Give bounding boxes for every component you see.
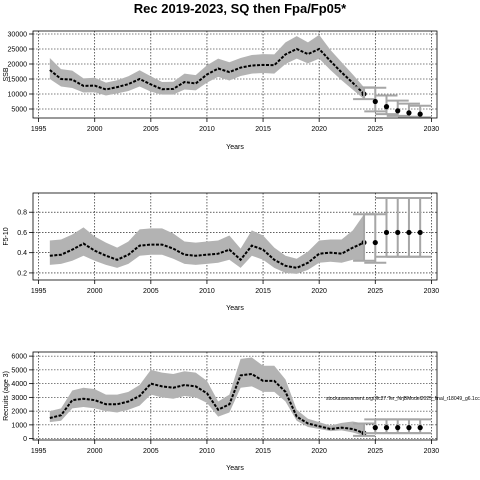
- projection-point: [417, 425, 423, 431]
- x-tick-label: 1995: [31, 448, 47, 455]
- y-tick-label: 0.6: [17, 230, 27, 237]
- y-tick-label: 15000: [8, 77, 28, 84]
- x-tick-label: 2015: [255, 288, 271, 295]
- x-tick-label: 2030: [424, 288, 440, 295]
- x-tick-label: 2005: [143, 448, 159, 455]
- confidence-band: [49, 357, 365, 436]
- projection-point: [372, 425, 378, 431]
- confidence-band: [49, 34, 365, 100]
- y-tick-label: 10000: [8, 92, 28, 99]
- projection-point: [395, 108, 401, 114]
- y-tick-label: 25000: [8, 47, 28, 54]
- x-axis-label: Years: [226, 305, 244, 312]
- y-tick-label: 0.4: [17, 250, 27, 257]
- projection-point: [406, 229, 412, 236]
- x-tick-label: 2010: [199, 288, 215, 295]
- median-line: [49, 241, 365, 269]
- x-tick-label: 2010: [199, 126, 215, 133]
- projection-point: [417, 111, 423, 117]
- x-tick-label: 2025: [367, 288, 383, 295]
- confidence-band: [49, 214, 365, 274]
- plot-frame: [32, 351, 438, 441]
- x-tick-label: 1995: [31, 126, 47, 133]
- y-tick-label: 1000: [11, 422, 27, 429]
- plot-frame: [32, 30, 438, 119]
- x-tick-label: 2020: [311, 288, 327, 295]
- y-tick-label: 30000: [8, 32, 28, 39]
- x-tick-label: 2020: [311, 126, 327, 133]
- projection-point: [395, 229, 401, 236]
- x-tick-label: 2030: [424, 126, 440, 133]
- y-axis-label: Recruits (age 3): [3, 371, 10, 421]
- median-line: [49, 372, 365, 435]
- chart-title: Rec 2019-2023, SQ then Fpa/Fp05*: [133, 1, 347, 16]
- x-tick-label: 2015: [255, 448, 271, 455]
- x-tick-label: 2005: [143, 126, 159, 133]
- projection-point: [383, 104, 390, 110]
- chart-panel-recruits: 1995 2000 2005 2010 2015 2020 2025 2030 0 1000 200…: [3, 351, 480, 472]
- x-tick-label: 2030: [424, 448, 440, 455]
- chart-panel-ssb: 1995 2000 2005 2010 2015 2020 2025 2030 5000 1000…: [3, 30, 440, 151]
- y-tick-label: 6000: [11, 354, 27, 361]
- y-tick-label: 2000: [11, 409, 27, 416]
- projection-point: [406, 425, 412, 431]
- y-tick-label: 0.2: [17, 270, 27, 277]
- projection-point: [406, 110, 412, 116]
- x-tick-label: 2020: [311, 448, 327, 455]
- projection-point: [383, 425, 390, 431]
- x-axis-label: Years: [226, 465, 244, 472]
- y-axis-label: F5-10: [3, 227, 10, 245]
- chart-panel-f: 1995 2000 2005 2010 2015 2020 2025 2030 0.2 0.4 0.…: [3, 192, 440, 312]
- x-tick-label: 1995: [31, 288, 47, 295]
- x-tick-label: 2015: [255, 126, 271, 133]
- projection-point: [372, 239, 378, 246]
- projection-point: [383, 229, 390, 236]
- y-tick-label: 4000: [11, 381, 27, 388]
- x-tick-label: 2010: [199, 448, 215, 455]
- y-tick-label: 3000: [11, 395, 27, 402]
- y-axis-label: SSB: [3, 67, 10, 81]
- y-tick-label: 0: [23, 436, 27, 443]
- y-tick-label: 0.8: [17, 210, 27, 217]
- projection-point: [395, 425, 401, 431]
- projection-point: [417, 229, 423, 236]
- y-tick-label: 5000: [11, 107, 27, 114]
- x-tick-label: 2005: [143, 288, 159, 295]
- x-tick-label: 2000: [87, 448, 103, 455]
- annotation-text: stockassessment.org/Jfc27.Ter_NrjBModel2…: [326, 396, 480, 402]
- x-tick-label: 2025: [367, 448, 383, 455]
- x-tick-label: 2000: [87, 126, 103, 133]
- x-tick-label: 2000: [87, 288, 103, 295]
- plot-frame: [32, 192, 438, 281]
- x-axis-label: Years: [226, 144, 244, 151]
- y-tick-label: 5000: [11, 367, 27, 374]
- median-line: [49, 47, 365, 95]
- y-tick-label: 20000: [8, 62, 28, 69]
- projection-point: [372, 98, 378, 105]
- x-tick-label: 2025: [367, 126, 383, 133]
